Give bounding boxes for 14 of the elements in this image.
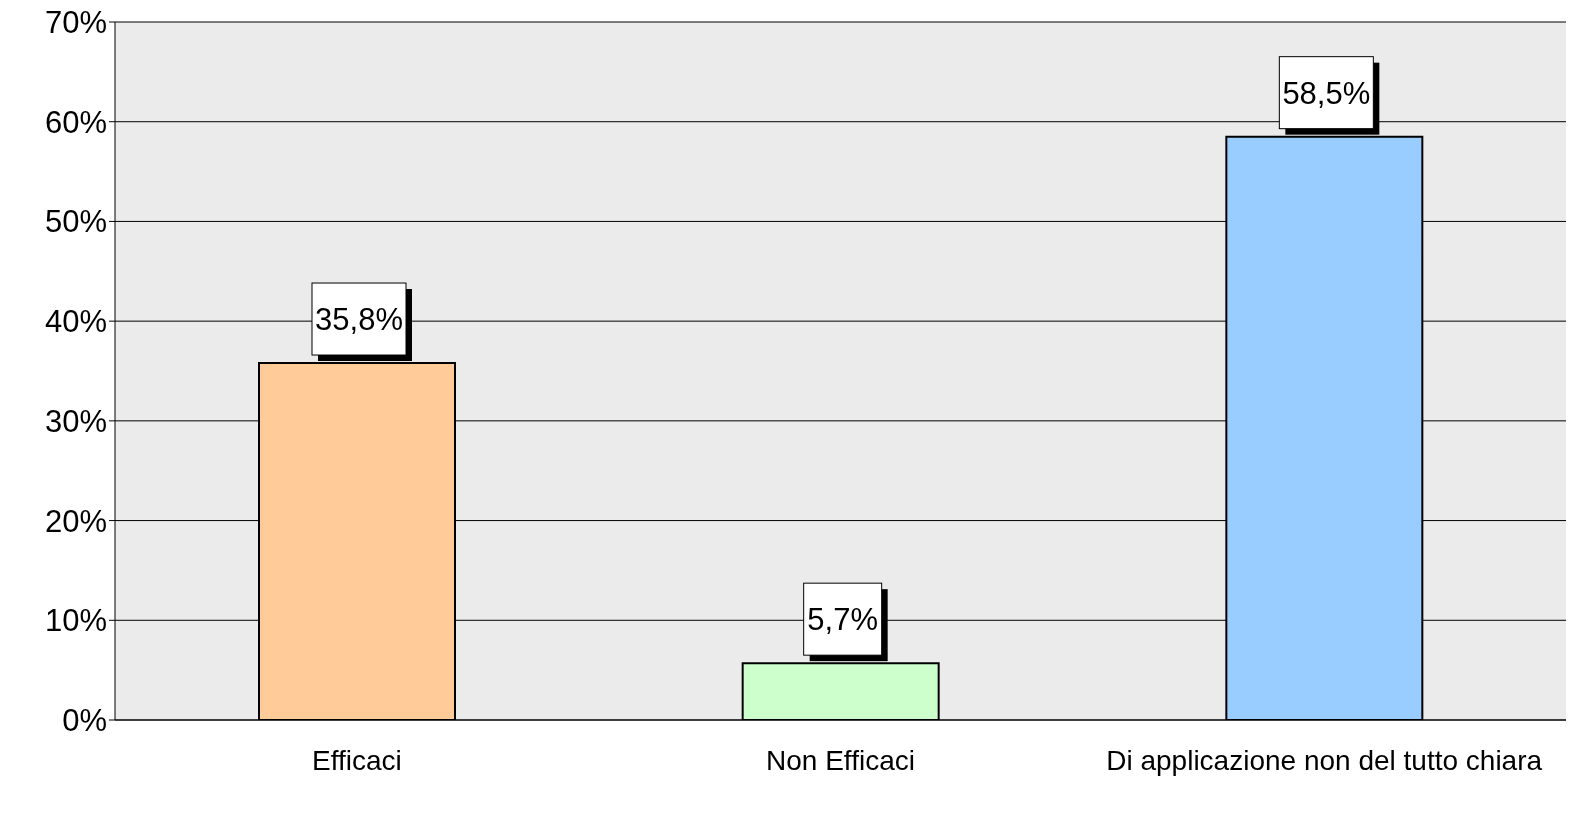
y-tick-label: 10% [44,603,107,639]
x-tick-label: Efficaci [311,744,402,776]
y-tick-label: 70% [44,5,107,41]
data-label: 5,7% [807,602,878,638]
x-tick-label: Di applicazione non del tutto chiara [1106,744,1543,776]
y-tick-label: 30% [44,403,107,439]
x-tick-label: Non Efficaci [766,744,915,776]
y-tick-label: 60% [44,104,107,140]
data-label: 35,8% [315,302,403,338]
y-tick-label: 50% [44,204,107,240]
y-tick-label: 40% [44,304,107,340]
y-tick-label: 20% [44,503,107,539]
data-label: 58,5% [1282,75,1371,111]
y-tick-label: 0% [62,703,107,739]
